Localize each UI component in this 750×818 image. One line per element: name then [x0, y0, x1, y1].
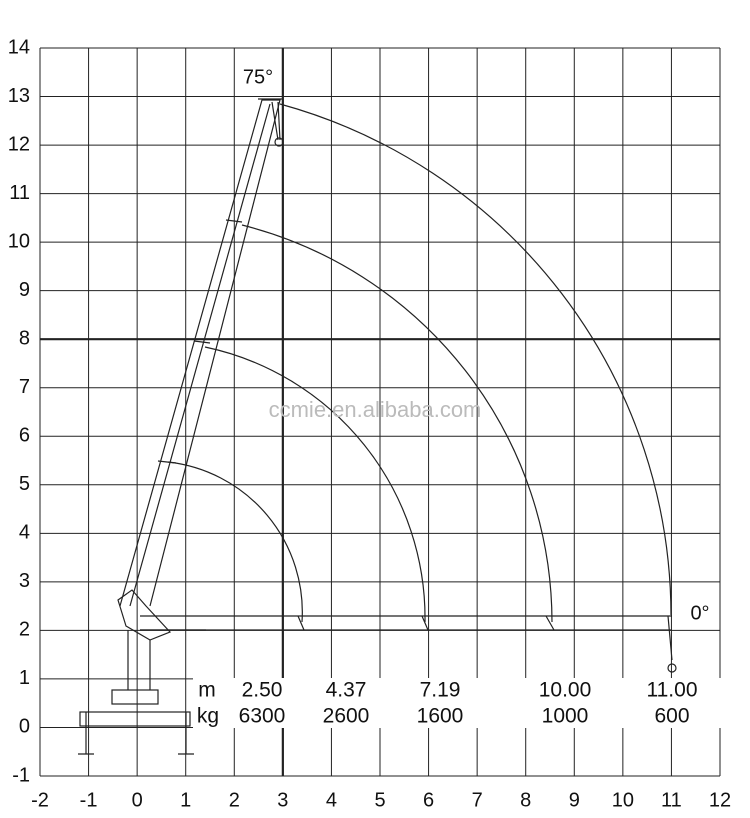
x-tick-label: 3 — [277, 789, 288, 811]
hook-75 — [271, 101, 281, 141]
x-tick-label: 9 — [569, 789, 580, 811]
y-tick-label: 13 — [8, 85, 30, 107]
x-tick-label: 11 — [661, 789, 682, 811]
boom-sections — [157, 98, 282, 464]
x-tick-label: 2 — [229, 789, 240, 811]
angle-label: 0° — [690, 602, 709, 624]
load-value: 2600 — [323, 705, 370, 728]
unit-label: m — [198, 679, 216, 702]
watermark: ccmie.en.alibaba.com — [269, 397, 482, 422]
frame — [79, 711, 191, 727]
arc — [241, 224, 553, 623]
y-tick-label: 7 — [19, 376, 30, 398]
boom-inner — [129, 103, 271, 607]
x-tick-label: -2 — [31, 789, 49, 811]
column — [127, 629, 206, 690]
x-tick-label: 12 — [709, 789, 731, 811]
crane-base — [78, 589, 206, 755]
radius-value: 10.00 — [539, 679, 592, 702]
load-value: 1000 — [542, 705, 589, 728]
x-tick-label: 5 — [374, 789, 385, 811]
boom-outline — [119, 99, 281, 607]
y-tick-label: 10 — [8, 230, 30, 252]
arc — [204, 346, 426, 623]
radius-value: 4.37 — [326, 679, 367, 702]
y-tick-label: 1 — [19, 667, 30, 689]
radius-value: 2.50 — [242, 679, 283, 702]
x-tick-label: -1 — [80, 789, 98, 811]
y-tick-label: 5 — [19, 473, 30, 495]
angle-label: 75° — [243, 66, 273, 88]
radius-value: 7.19 — [420, 679, 461, 702]
y-tick-label: 6 — [19, 425, 30, 447]
load-value: 600 — [654, 705, 689, 728]
y-tick-label: 11 — [9, 182, 30, 204]
y-tick-label: 9 — [19, 279, 30, 301]
table-bg — [193, 678, 723, 728]
hook — [667, 663, 677, 673]
load-value: 6300 — [239, 705, 286, 728]
unit-label: kg — [197, 705, 219, 728]
slewing — [111, 689, 159, 705]
y-tick-label: -1 — [12, 764, 30, 786]
x-tick-label: 8 — [520, 789, 531, 811]
reach-arcs — [140, 103, 677, 673]
y-tick-label: 4 — [19, 522, 30, 544]
load-table: m kg 2.50 6300 4.37 2600 7.19 1600 10.00 1000 11… — [193, 678, 723, 728]
x-tick-label: 4 — [326, 789, 337, 811]
x-tick-label: 0 — [132, 789, 143, 811]
outriggers — [78, 712, 194, 755]
arc — [167, 461, 303, 623]
hook — [274, 137, 284, 147]
y-tick-label: 12 — [8, 133, 30, 155]
y-tick-label: 2 — [19, 619, 30, 641]
x-tick-label: 1 — [180, 789, 191, 811]
y-tick-label: 0 — [19, 716, 30, 738]
boom — [119, 98, 284, 607]
arc — [279, 103, 672, 616]
x-tick-label: 7 — [472, 789, 483, 811]
horizontal-boom — [140, 615, 672, 631]
y-tick-label: 14 — [8, 36, 30, 58]
y-tick-label: 8 — [19, 327, 30, 349]
turret — [117, 589, 172, 641]
hooks — [297, 615, 673, 661]
y-tick-label: 3 — [19, 570, 30, 592]
x-tick-label: 10 — [612, 789, 634, 811]
radius-value: 11.00 — [647, 679, 698, 702]
grid: -2 -1 0 1 2 3 4 5 6 7 8 9 10 11 12-1012345678910111213… — [8, 36, 731, 811]
x-tick-label: 6 — [423, 789, 434, 811]
load-value: 1600 — [417, 705, 464, 728]
